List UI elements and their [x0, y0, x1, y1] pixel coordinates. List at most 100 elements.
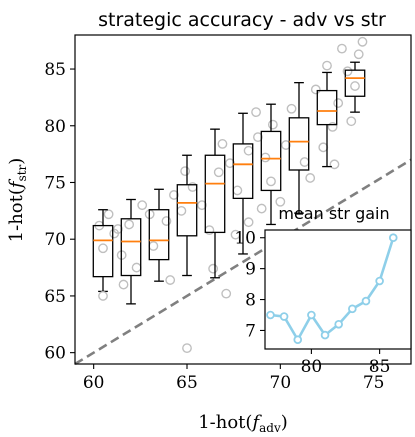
box-body	[176, 184, 198, 237]
y-tick-label: 75	[44, 173, 66, 193]
y-tick-label: 80	[44, 117, 66, 137]
scatter-point	[213, 167, 224, 178]
scatter-point	[337, 43, 347, 54]
box-flier	[98, 291, 108, 301]
box	[344, 61, 366, 113]
scatter-point	[350, 81, 360, 91]
scatter-point	[266, 176, 276, 187]
scatter-point	[310, 84, 321, 95]
scatter-point	[230, 229, 241, 240]
scatter-point	[281, 140, 291, 150]
scatter-point	[243, 217, 254, 228]
scatter-point	[131, 262, 142, 273]
inset-point	[375, 276, 384, 286]
x-tick-label: 65	[176, 373, 198, 393]
scatter-point	[148, 241, 159, 251]
inset-y-tick-label: 9	[245, 260, 256, 280]
scatter-point	[329, 159, 340, 170]
scatter-point	[286, 103, 297, 114]
scatter-point	[318, 142, 329, 153]
inset-y-tick-label: 10	[234, 229, 256, 249]
scatter-point	[275, 196, 286, 207]
x-tick-label: 60	[83, 373, 105, 393]
inset-point	[388, 233, 398, 243]
scatter-point	[225, 158, 235, 169]
scatter-point	[118, 279, 129, 290]
inset-x-ticks: 80 85	[301, 349, 391, 377]
scatter-point	[217, 139, 228, 149]
box-body	[92, 224, 114, 278]
x-axis-label: 1-hot(fadv)	[198, 412, 288, 435]
scatter-point	[169, 190, 179, 200]
scatter-point	[260, 152, 271, 163]
y-tick-label: 60	[44, 344, 66, 364]
inset-title: mean str gain	[278, 204, 389, 223]
scatter-point	[187, 182, 198, 192]
box	[232, 112, 254, 255]
inset-x-tick-label: 80	[301, 357, 323, 377]
inset-frame	[264, 229, 412, 350]
scatter-point	[342, 66, 353, 77]
scatter-point	[251, 107, 261, 118]
main-marks	[74, 36, 412, 366]
x-axis-label-text: 1-hot(fadv)	[198, 412, 288, 435]
box-body	[120, 218, 142, 277]
inset-plot	[266, 233, 398, 345]
inset-point	[293, 335, 303, 345]
scatter-point	[232, 185, 243, 196]
box	[288, 81, 310, 214]
scatter-point	[353, 49, 364, 60]
box-body	[204, 154, 226, 234]
scatter-point	[253, 132, 263, 143]
scatter-point	[256, 203, 267, 214]
box-body	[288, 117, 310, 171]
scatter-point	[165, 275, 176, 285]
box-body	[260, 130, 282, 192]
inset-x-tick-label: 85	[369, 357, 391, 377]
y-tick-label: 85	[44, 60, 66, 80]
scatter-point	[137, 200, 148, 211]
y-tick-label: 65	[44, 287, 66, 307]
diagonal-line	[74, 158, 412, 366]
inset-y-ticks: 7 8 9 10	[234, 229, 265, 341]
inset-line	[270, 237, 395, 342]
scatter-point	[267, 119, 278, 130]
scatter-point	[299, 157, 310, 167]
y-axis-label: 1-hot(fstr)	[6, 158, 29, 243]
inset-point	[361, 296, 371, 306]
box-body	[148, 209, 170, 261]
y-axis-label-text: 1-hot(fstr)	[6, 158, 29, 243]
inset-point	[307, 310, 316, 320]
box	[120, 198, 142, 305]
inset-y-tick-label: 7	[245, 321, 256, 341]
y-tick-label: 70	[44, 230, 66, 250]
box-body	[344, 69, 366, 97]
scatter-point	[208, 263, 219, 274]
inset-point	[279, 312, 289, 321]
box	[148, 188, 170, 282]
scatter-point	[124, 219, 135, 230]
scatter-point	[113, 224, 123, 234]
inset-point	[334, 319, 343, 329]
scatter-point	[333, 98, 344, 108]
box-flier	[182, 343, 192, 354]
scatter-point	[161, 216, 172, 226]
scatter-point	[346, 116, 357, 127]
main-title: strategic accuracy - adv vs str	[98, 9, 386, 31]
box	[260, 103, 282, 226]
scatter-point	[176, 205, 187, 216]
scatter-point	[327, 121, 338, 132]
inset-y-tick-label: 8	[245, 291, 256, 311]
inset-point	[348, 304, 357, 314]
box	[316, 71, 338, 168]
box-body	[316, 89, 338, 126]
scatter-point	[305, 173, 316, 183]
inset-point	[320, 330, 330, 340]
box	[92, 209, 114, 301]
main-frame	[74, 34, 412, 365]
scatter-point	[243, 145, 254, 156]
x-tick-label: 70	[270, 373, 292, 393]
scatter-point	[180, 166, 191, 177]
